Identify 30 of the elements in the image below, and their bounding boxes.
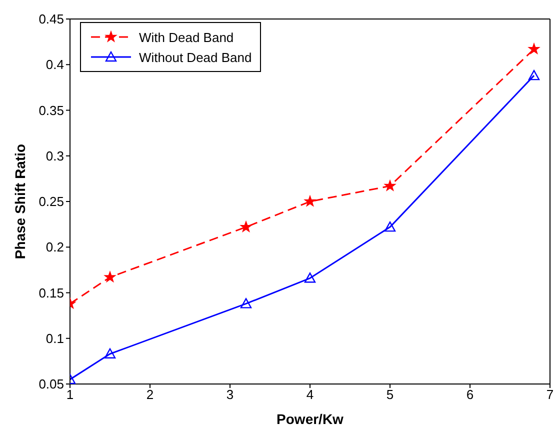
y-tick-label: 0.15 xyxy=(38,285,64,300)
point xyxy=(304,196,316,206)
y-tick-label: 0.35 xyxy=(38,102,64,118)
y-tick-label: 0.45 xyxy=(38,12,64,27)
point xyxy=(528,43,540,54)
legend-label: With Dead Band xyxy=(139,30,234,44)
y-tick-label: 0.4 xyxy=(46,57,64,72)
x-tick-label: 2 xyxy=(146,387,154,402)
x-tick-label: 3 xyxy=(226,387,234,402)
x-tick-label: 5 xyxy=(386,387,394,402)
y-tick-label: 0.25 xyxy=(38,194,64,210)
legend-label: Without Dead Band xyxy=(139,50,252,64)
point xyxy=(384,221,396,232)
x-tick-label: 6 xyxy=(466,387,474,402)
y-tick-label: 0.3 xyxy=(46,148,64,164)
point xyxy=(528,70,540,80)
y-tick-label: 0.1 xyxy=(46,330,64,346)
x-tick-label: 1 xyxy=(66,387,74,402)
point xyxy=(384,180,396,191)
point xyxy=(104,271,116,282)
point xyxy=(304,272,316,283)
x-tick-label: 4 xyxy=(306,387,314,402)
point xyxy=(104,348,116,358)
x-tick-label: 7 xyxy=(546,387,554,402)
y-tick-label: 0.2 xyxy=(46,240,64,255)
point xyxy=(240,221,252,232)
y-tick-label: 0.05 xyxy=(38,376,64,392)
point xyxy=(240,298,252,308)
y-axis-title: Phase Shift Ratio xyxy=(12,144,28,260)
x-axis-title: Power/Kw xyxy=(276,411,344,427)
